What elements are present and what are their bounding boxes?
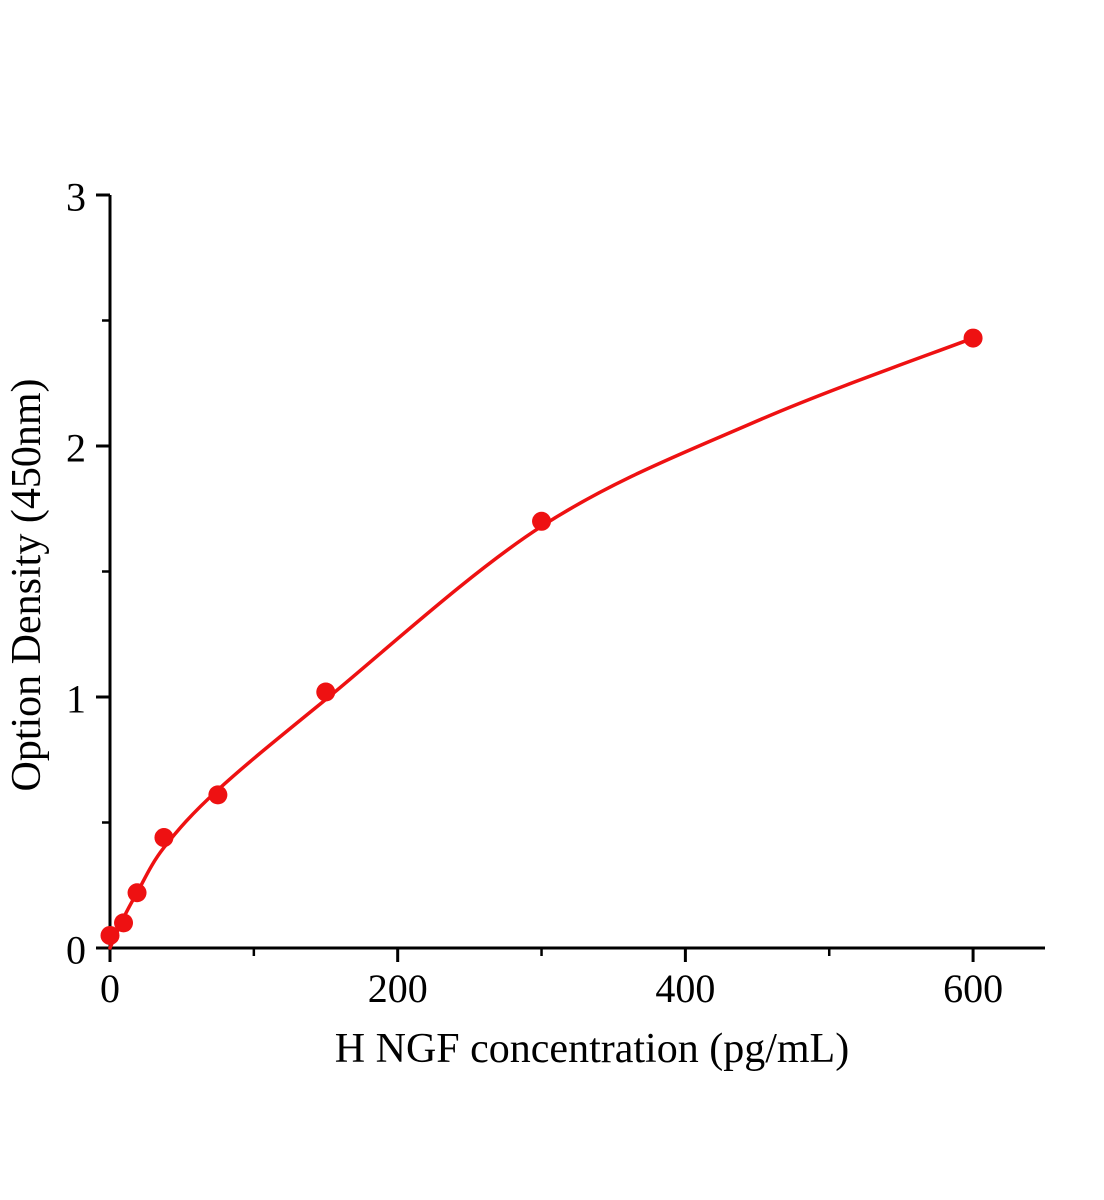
x-tick-label: 200	[368, 966, 428, 1011]
data-point	[127, 883, 147, 903]
x-tick-label: 400	[655, 966, 715, 1011]
data-point	[963, 328, 983, 348]
data-point	[532, 511, 552, 531]
y-tick-label: 1	[66, 677, 86, 722]
y-tick-label: 2	[66, 426, 86, 471]
x-axis-label: H NGF concentration (pg/mL)	[335, 1026, 849, 1072]
x-tick-label: 600	[943, 966, 1003, 1011]
data-point	[100, 925, 120, 945]
data-point	[316, 682, 336, 702]
y-axis-label: Option Density (450nm)	[4, 379, 50, 792]
y-tick-label: 0	[66, 928, 86, 973]
y-tick-label: 3	[66, 175, 86, 220]
x-tick-label: 0	[100, 966, 120, 1011]
data-point	[208, 785, 228, 805]
data-point	[114, 913, 134, 933]
fit-line	[108, 336, 975, 950]
data-point	[154, 828, 174, 848]
plot-area: 0 200 400 600 0 1 2 3	[66, 175, 1045, 1011]
